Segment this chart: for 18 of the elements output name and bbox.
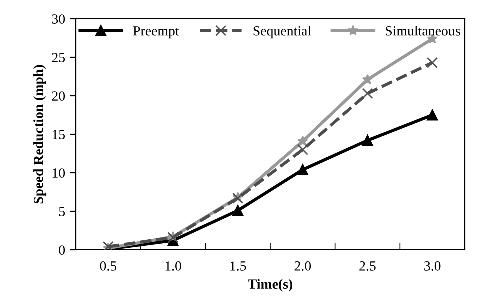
y-tick-label: 0	[59, 246, 66, 255]
x-tick-label: 0.5	[100, 262, 117, 271]
legend-label: Preempt	[133, 26, 180, 39]
y-tick-label: 20	[52, 92, 66, 101]
y-tick-label: 15	[52, 130, 66, 140]
y-tick-label: 10	[52, 168, 66, 178]
legend-label: Sequential	[254, 26, 312, 39]
legend-label: Simultaneous	[386, 26, 460, 36]
x-tick-label: 1.5	[230, 262, 246, 271]
x-tick-label: 1.0	[166, 262, 182, 271]
y-axis-title: Speed Reduction (mph)	[34, 65, 46, 204]
y-tick-label: 30	[52, 14, 66, 24]
x-axis-title: Time(s)	[248, 279, 293, 292]
x-tick-label: 2.5	[360, 262, 376, 271]
x-tick-label: 2.0	[294, 262, 312, 271]
y-tick-label: 5	[59, 207, 66, 216]
x-tick-label: 3.0	[424, 262, 441, 271]
y-tick-label: 25	[52, 53, 66, 62]
